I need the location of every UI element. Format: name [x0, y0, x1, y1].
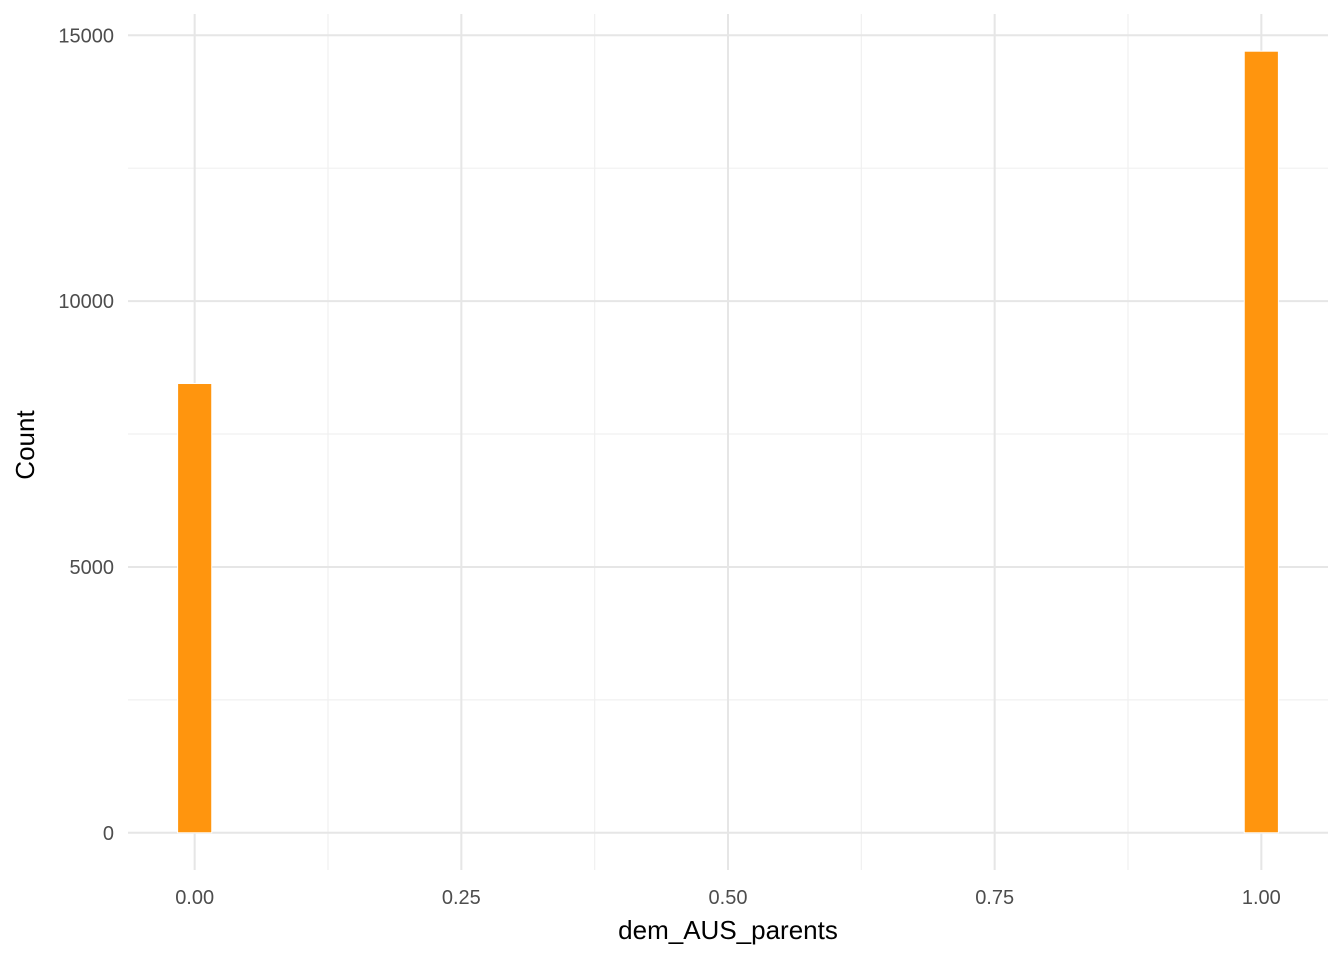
- y-tick-label: 15000: [58, 25, 114, 47]
- histogram-bar-0: [177, 383, 213, 834]
- x-tick-label: 1.00: [1242, 887, 1281, 909]
- grid: [128, 14, 1328, 870]
- x-tick-label: 0.75: [975, 887, 1014, 909]
- x-axis-title: dem_AUS_parents: [618, 915, 838, 945]
- x-tick-label: 0.00: [175, 887, 214, 909]
- histogram-bar-1: [1243, 50, 1279, 834]
- x-tick-label: 0.50: [709, 887, 748, 909]
- y-tick-label: 10000: [58, 291, 114, 313]
- y-tick-label: 5000: [70, 557, 115, 579]
- x-tick-labels: 0.00 0.25 0.50 0.75 1.00: [175, 887, 1281, 909]
- y-axis-title: Count: [10, 410, 40, 480]
- y-tick-label: 0: [103, 823, 114, 845]
- bars: [177, 50, 1279, 834]
- y-tick-labels: 0 5000 10000 15000: [58, 25, 114, 845]
- x-tick-label: 0.25: [442, 887, 481, 909]
